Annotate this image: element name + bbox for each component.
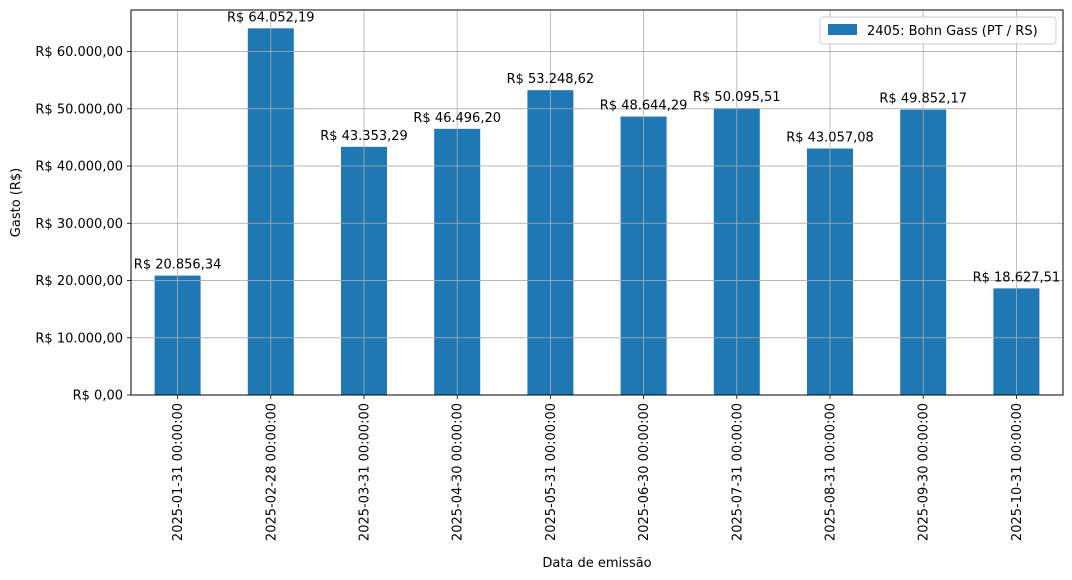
x-tick-label: 2025-04-30 00:00:00 (451, 403, 466, 541)
x-axis-ticks: 2025-01-31 00:00:00 2025-02-28 00:00:00 20… (171, 395, 1025, 541)
x-tick-label: 2025-09-30 00:00:00 (917, 403, 932, 541)
x-tick-label: 2025-10-31 00:00:00 (1010, 403, 1025, 541)
y-tick-label: R$ 10.000,00 (35, 331, 123, 346)
legend-label: 2405: Bohn Gass (PT / RS) (867, 24, 1038, 39)
x-tick-label: 2025-02-28 00:00:00 (264, 403, 279, 541)
y-tick-label: R$ 0,00 (73, 389, 123, 404)
data-label: R$ 43.057,08 (786, 131, 874, 146)
data-label: R$ 50.095,51 (693, 90, 781, 105)
y-tick-label: R$ 60.000,00 (35, 45, 123, 60)
data-label: R$ 43.353,29 (320, 129, 408, 144)
x-axis-title: Data de emissão (542, 556, 651, 571)
data-label: R$ 46.496,20 (413, 111, 501, 126)
y-tick-label: R$ 50.000,00 (35, 102, 123, 117)
data-label: R$ 20.856,34 (134, 258, 222, 273)
y-axis-title: Gasto (R$) (9, 168, 24, 237)
x-tick-label: 2025-05-31 00:00:00 (544, 403, 559, 541)
legend: 2405: Bohn Gass (PT / RS) (819, 16, 1057, 45)
x-tick-label: 2025-07-31 00:00:00 (730, 403, 745, 541)
plot-area-frame (130, 9, 1064, 396)
y-axis-ticks: R$ 0,00 R$ 10.000,00 R$ 20.000,00 R$ 30.000… (35, 45, 131, 404)
y-tick-label: R$ 20.000,00 (35, 274, 123, 289)
bars (154, 28, 1040, 396)
data-label: R$ 64.052,19 (227, 10, 315, 25)
data-label: R$ 49.852,17 (879, 92, 967, 107)
x-tick-label: 2025-01-31 00:00:00 (171, 403, 186, 541)
data-labels: R$ 20.856,34 R$ 64.052,19 R$ 43.353,29 R$ 4… (131, 10, 1063, 396)
y-tick-label: R$ 40.000,00 (35, 160, 123, 175)
legend-box (819, 16, 1057, 45)
legend-swatch (828, 24, 857, 35)
y-tick-label: R$ 30.000,00 (35, 217, 123, 232)
x-tick-label: 2025-03-31 00:00:00 (358, 403, 373, 541)
data-label: R$ 18.627,51 (973, 270, 1061, 285)
data-label: R$ 48.644,29 (600, 99, 688, 114)
data-label: R$ 53.248,62 (507, 72, 595, 87)
x-tick-label: 2025-08-31 00:00:00 (824, 403, 839, 541)
x-tick-label: 2025-06-30 00:00:00 (637, 403, 652, 541)
